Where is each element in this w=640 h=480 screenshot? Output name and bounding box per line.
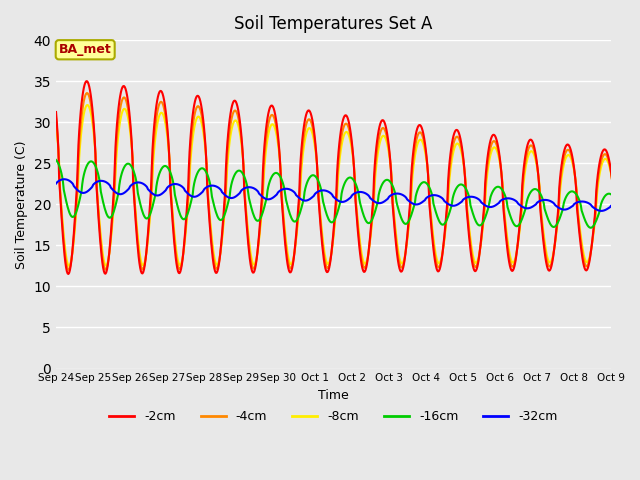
X-axis label: Time: Time	[318, 389, 349, 402]
Text: BA_met: BA_met	[59, 43, 111, 56]
Y-axis label: Soil Temperature (C): Soil Temperature (C)	[15, 140, 28, 269]
Title: Soil Temperatures Set A: Soil Temperatures Set A	[234, 15, 433, 33]
Legend: -2cm, -4cm, -8cm, -16cm, -32cm: -2cm, -4cm, -8cm, -16cm, -32cm	[104, 405, 563, 428]
